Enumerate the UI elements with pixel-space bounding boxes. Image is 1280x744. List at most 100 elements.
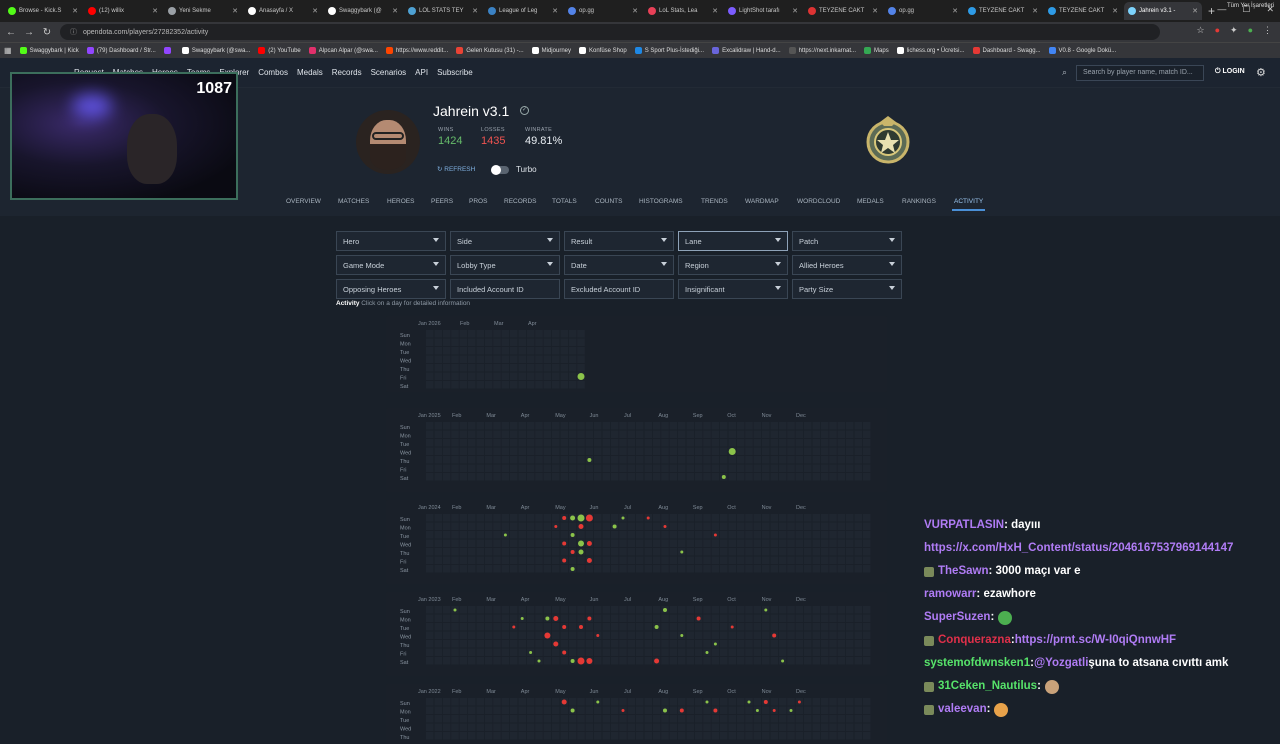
calendar-day-cell[interactable] — [829, 439, 837, 447]
calendar-day-cell[interactable] — [552, 706, 560, 715]
calendar-day-cell[interactable] — [820, 723, 829, 732]
tab-wordcloud[interactable]: WORDCLOUD — [797, 198, 841, 205]
calendar-day-cell[interactable] — [619, 565, 627, 573]
calendar-day-cell[interactable] — [594, 657, 602, 665]
calendar-day-cell[interactable] — [636, 640, 644, 648]
calendar-day-cell[interactable] — [736, 556, 745, 565]
calendar-day-cell[interactable] — [862, 514, 871, 522]
filter-side[interactable]: Side — [450, 231, 560, 251]
calendar-day-cell[interactable] — [644, 522, 652, 531]
calendar-day-cell[interactable] — [703, 723, 711, 732]
browser-tab[interactable]: TEYZENE CAKT ✕ — [1044, 2, 1122, 20]
calendar-day-cell[interactable] — [552, 657, 560, 665]
calendar-day-cell[interactable] — [518, 372, 526, 381]
calendar-day-cell[interactable] — [501, 514, 510, 522]
calendar-day-cell[interactable] — [644, 439, 652, 447]
close-tab-icon[interactable]: ✕ — [792, 8, 798, 15]
calendar-day-cell[interactable] — [426, 623, 434, 631]
activity-day-marker[interactable] — [577, 514, 585, 522]
calendar-day-cell[interactable] — [535, 565, 543, 573]
calendar-day-cell[interactable] — [526, 539, 535, 548]
calendar-day-cell[interactable] — [837, 473, 846, 481]
calendar-day-cell[interactable] — [442, 447, 451, 456]
calendar-day-cell[interactable] — [652, 522, 661, 531]
calendar-day-cell[interactable] — [476, 715, 484, 723]
calendar-day-cell[interactable] — [678, 422, 686, 430]
calendar-day-cell[interactable] — [862, 531, 871, 539]
calendar-day-cell[interactable] — [711, 606, 720, 614]
site-nav-combos[interactable]: Combos — [258, 68, 288, 77]
calendar-day-cell[interactable] — [686, 556, 694, 565]
calendar-day-cell[interactable] — [846, 464, 854, 473]
calendar-day-cell[interactable] — [585, 640, 594, 648]
calendar-day-cell[interactable] — [854, 548, 862, 556]
calendar-day-cell[interactable] — [468, 631, 476, 640]
calendar-day-cell[interactable] — [837, 623, 846, 631]
calendar-day-cell[interactable] — [459, 355, 468, 364]
activity-day-marker[interactable] — [721, 475, 726, 479]
calendar-day-cell[interactable] — [602, 548, 610, 556]
calendar-day-cell[interactable] — [468, 715, 476, 723]
calendar-day-cell[interactable] — [678, 565, 686, 573]
calendar-day-cell[interactable] — [426, 456, 434, 464]
activity-day-marker[interactable] — [578, 524, 584, 529]
calendar-day-cell[interactable] — [669, 464, 678, 473]
calendar-day-cell[interactable] — [778, 422, 787, 430]
calendar-day-cell[interactable] — [644, 565, 652, 573]
calendar-day-cell[interactable] — [720, 422, 728, 430]
calendar-day-cell[interactable] — [661, 456, 669, 464]
calendar-day-cell[interactable] — [795, 456, 804, 464]
calendar-day-cell[interactable] — [493, 347, 501, 355]
calendar-day-cell[interactable] — [560, 347, 568, 355]
calendar-day-cell[interactable] — [862, 539, 871, 548]
calendar-day-cell[interactable] — [577, 631, 585, 640]
calendar-day-cell[interactable] — [560, 565, 568, 573]
calendar-day-cell[interactable] — [426, 606, 434, 614]
calendar-day-cell[interactable] — [594, 464, 602, 473]
calendar-day-cell[interactable] — [787, 732, 795, 740]
calendar-day-cell[interactable] — [627, 539, 636, 548]
calendar-day-cell[interactable] — [720, 631, 728, 640]
calendar-day-cell[interactable] — [686, 430, 694, 439]
calendar-day-cell[interactable] — [720, 430, 728, 439]
calendar-day-cell[interactable] — [594, 548, 602, 556]
calendar-day-cell[interactable] — [703, 473, 711, 481]
calendar-day-cell[interactable] — [762, 514, 770, 522]
calendar-day-cell[interactable] — [753, 422, 762, 430]
calendar-day-cell[interactable] — [535, 732, 543, 740]
calendar-day-cell[interactable] — [476, 456, 484, 464]
calendar-day-cell[interactable] — [770, 614, 778, 623]
calendar-day-cell[interactable] — [753, 657, 762, 665]
calendar-day-cell[interactable] — [745, 531, 753, 539]
calendar-day-cell[interactable] — [451, 522, 459, 531]
calendar-day-cell[interactable] — [846, 447, 854, 456]
calendar-day-cell[interactable] — [484, 464, 493, 473]
calendar-day-cell[interactable] — [812, 456, 820, 464]
site-nav-scenarios[interactable]: Scenarios — [370, 68, 407, 77]
calendar-day-cell[interactable] — [644, 732, 652, 740]
calendar-day-cell[interactable] — [711, 514, 720, 522]
calendar-day-cell[interactable] — [787, 614, 795, 623]
calendar-day-cell[interactable] — [577, 439, 585, 447]
calendar-day-cell[interactable] — [426, 514, 434, 522]
calendar-day-cell[interactable] — [627, 715, 636, 723]
calendar-day-cell[interactable] — [770, 623, 778, 631]
calendar-day-cell[interactable] — [636, 548, 644, 556]
calendar-day-cell[interactable] — [476, 548, 484, 556]
calendar-day-cell[interactable] — [720, 706, 728, 715]
calendar-day-cell[interactable] — [720, 439, 728, 447]
calendar-day-cell[interactable] — [753, 473, 762, 481]
calendar-day-cell[interactable] — [526, 657, 535, 665]
calendar-day-cell[interactable] — [762, 614, 770, 623]
calendar-day-cell[interactable] — [795, 648, 804, 657]
calendar-day-cell[interactable] — [451, 514, 459, 522]
calendar-day-cell[interactable] — [426, 631, 434, 640]
calendar-day-cell[interactable] — [795, 723, 804, 732]
activity-day-marker[interactable] — [585, 514, 593, 522]
calendar-day-cell[interactable] — [518, 698, 526, 706]
calendar-day-cell[interactable] — [854, 614, 862, 623]
calendar-day-cell[interactable] — [552, 548, 560, 556]
calendar-day-cell[interactable] — [627, 723, 636, 732]
calendar-day-cell[interactable] — [451, 657, 459, 665]
calendar-day-cell[interactable] — [442, 439, 451, 447]
